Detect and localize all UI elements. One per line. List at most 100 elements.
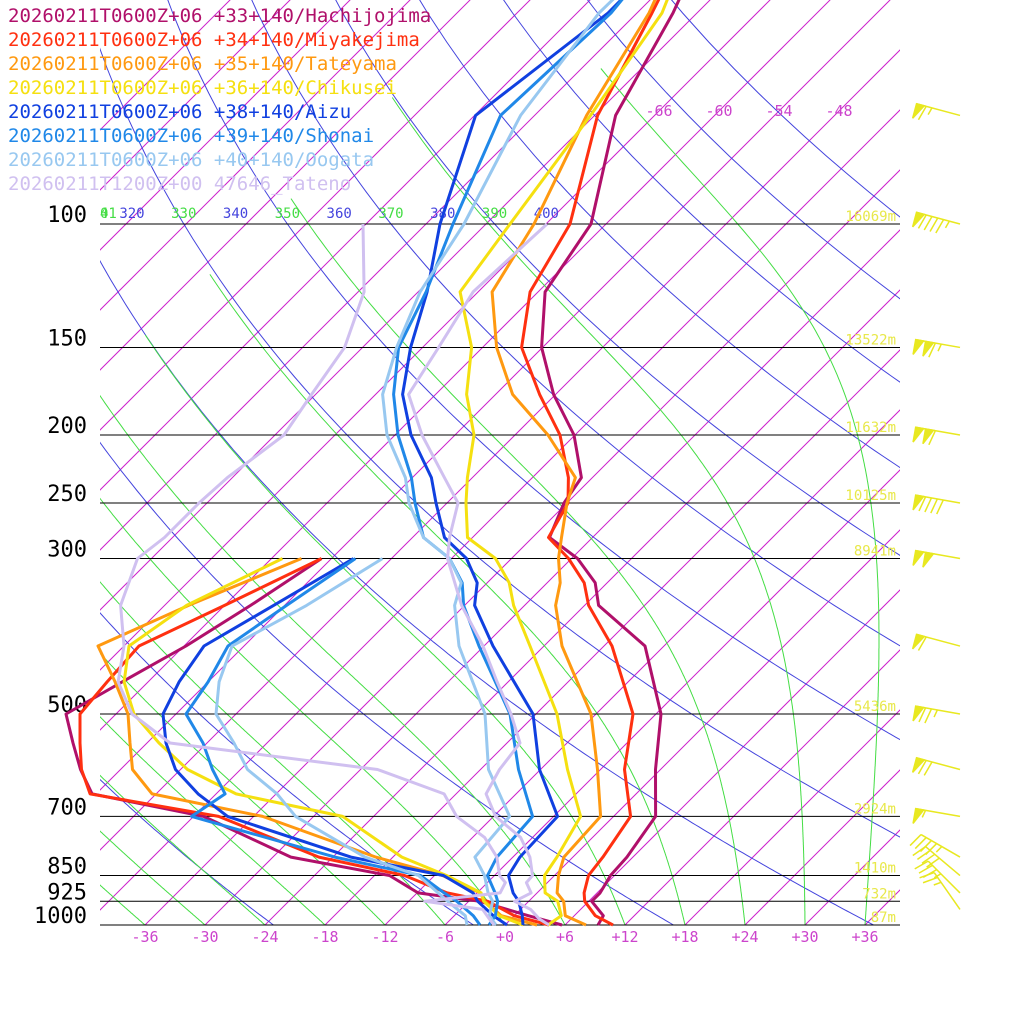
dry-adiabat-line [251,0,900,647]
isotherm-line [100,0,591,491]
pressure-label: 250 [47,482,87,507]
height-label: 16069m [845,209,896,225]
legend-entry: 20260211T0600Z+06 +39+140/Shonai [8,125,375,147]
theta-label: 330 [171,206,196,222]
wind-barb [911,102,961,121]
wind-barb [911,756,961,776]
temperature-line [490,0,657,927]
temperature-line [381,0,615,926]
pressure-label: 300 [47,537,87,562]
isotherm-line [864,889,900,925]
pressure-label: 200 [47,414,87,439]
dewpoint-line [122,557,524,927]
isotherm-line [925,0,1024,925]
isotherm-line [985,0,1024,925]
height-label: 1410m [854,861,896,877]
isotherm-line [100,0,651,551]
legend-entry: 20260211T0600Z+06 +34+140/Miyakejima [8,29,420,51]
isotherm-line [384,409,900,925]
theta-label: 390 [482,206,507,222]
isotherm-line [624,649,900,925]
dewpoint-line [96,557,538,927]
pressure-label: 700 [47,795,87,820]
temperature-line [401,0,624,926]
temperature-tick-label: +24 [731,928,758,946]
temperature-tick-label: -18 [311,928,338,946]
theta-label: 0 [100,206,108,222]
temperature-axis-labels: -36 -30 -24 -18 -12 -6 +0 +6 +12 +18 +24 +30 +36 [131,928,878,946]
temperature-tick-label: +0 [496,928,514,946]
pressure-label: 150 [47,326,87,351]
sounding-series [122,0,669,927]
dry-adiabat-line [419,0,900,469]
temperature-line [458,0,669,927]
legend-entry: 20260211T0600Z+06 +33+140/Hachijojima [8,5,432,27]
dry-adiabat-line [670,0,900,218]
dry-adiabats [100,0,900,925]
height-label: 2924m [854,801,896,817]
wind-barb [912,426,961,446]
wind-barb [912,845,961,877]
temperature-tick-label: -24 [251,928,278,946]
isotherm-top-labels: -66 -60 -54 -48 [645,102,852,120]
dry-adiabat-line [100,259,874,925]
wind-barb [911,211,961,234]
legend-entry: 20260211T1200Z+00 47646_Tateno [8,173,352,195]
temperature-tick-label: -6 [436,928,454,946]
moist-adiabat-line [100,716,326,925]
isobars [100,223,900,926]
temperature-tick-label: -12 [371,928,398,946]
temperature-tick-label: +30 [791,928,818,946]
temperature-tick-label: +18 [671,928,698,946]
moist-adiabat-line [100,830,206,925]
pressure-label: 925 [47,880,87,905]
wind-barb [912,549,961,568]
wind-barb [912,338,961,358]
temperature-tick-label: -36 [131,928,158,946]
isotherm-line [100,109,900,911]
legend-entry: 20260211T0600Z+06 +36+140/Chikusei [8,77,397,99]
isotherm-line [100,0,771,671]
height-label: 5436m [854,699,896,715]
theta-label: 340 [223,206,248,222]
sounding-profiles [64,0,681,927]
legend: 20260211T0600Z+06 +33+140/Hachijojima 202… [8,4,431,196]
height-label: 87m [871,910,896,926]
temperature-line [520,0,661,927]
wind-barb [912,807,961,824]
temperature-line [407,222,550,927]
theta-label: 370 [378,206,403,222]
temperature-tick-label: +6 [556,928,574,946]
isotherm-top-label: -48 [825,102,852,120]
isotherm-line [504,529,900,925]
wind-barbs [909,102,961,910]
wind-barb [911,633,961,651]
isotherm-top-label: -54 [765,102,792,120]
height-label: 732m [862,886,896,902]
moist-adiabat-line [100,652,386,925]
isotherm-line [204,229,900,925]
legend-entry: 20260211T0600Z+06 +35+140/Tateyama [8,53,397,75]
temperature-tick-label: -30 [191,928,218,946]
moist-adiabat-line [100,774,266,925]
isotherm-line [100,0,831,731]
dry-adiabat-line [335,0,900,556]
isotherm-line [684,709,900,925]
isotherm-line [100,0,531,431]
isotherm-line [144,169,900,925]
theta-label: 320 [119,206,144,222]
dry-adiabat-line [100,47,900,838]
legend-entry: 20260211T0600Z+06 +40+140/Oogata [8,149,375,171]
temperature-line [540,0,681,926]
temperature-tick-label: +36 [851,928,878,946]
moist-adiabat-line [391,97,806,925]
isotherm-line [444,469,900,925]
wind-barb [912,494,961,515]
moist-adiabat-line [100,884,146,925]
pressure-label: 850 [47,855,87,880]
height-label: 11632m [845,420,896,436]
wind-barb [919,871,961,910]
